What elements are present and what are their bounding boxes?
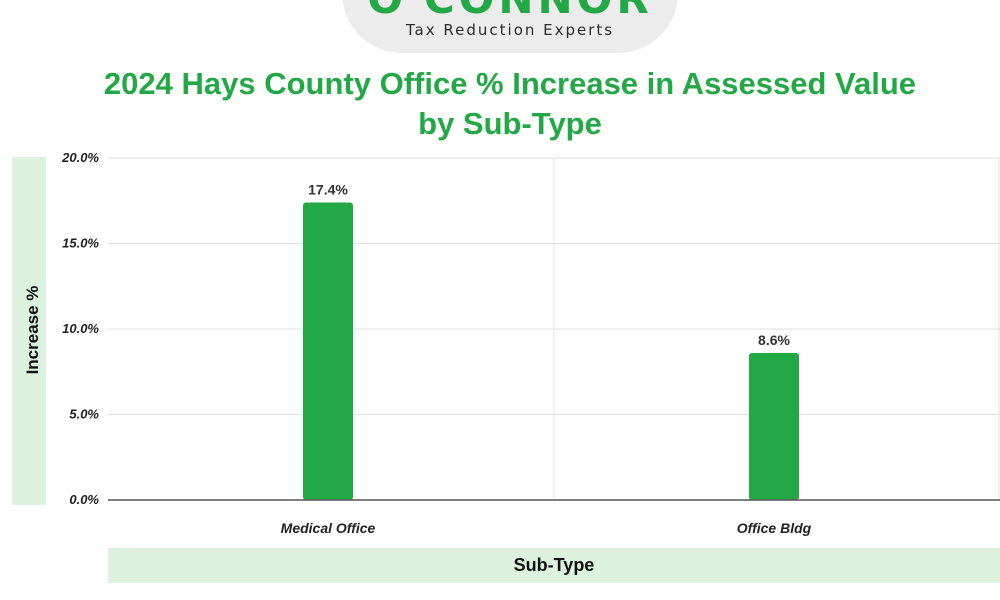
x-axis-label-box <box>108 548 1000 583</box>
y-tick-label: 20.0% <box>61 150 99 165</box>
y-tick-label: 0.0% <box>69 492 99 507</box>
x-tick-label: Medical Office <box>281 520 376 536</box>
chart-title: 2024 Hays County Office % Increase in As… <box>103 66 917 141</box>
y-axis-label-box <box>12 157 46 505</box>
x-tick-label: Office Bldg <box>737 520 812 536</box>
y-tick-label: 5.0% <box>69 407 99 422</box>
bar <box>303 202 353 500</box>
logo-badge: O'CONNOR Tax Reduction Experts <box>342 0 678 53</box>
y-tick-label: 10.0% <box>62 321 99 336</box>
logo-tagline: Tax Reduction Experts <box>405 21 615 39</box>
data-label: 17.4% <box>308 181 348 197</box>
logo-wordmark: O'CONNOR <box>342 0 678 20</box>
y-tick-label: 15.0% <box>62 236 99 251</box>
data-label: 8.6% <box>758 332 790 348</box>
x-axis-label: Sub-Type <box>513 555 595 575</box>
bar <box>749 352 799 500</box>
